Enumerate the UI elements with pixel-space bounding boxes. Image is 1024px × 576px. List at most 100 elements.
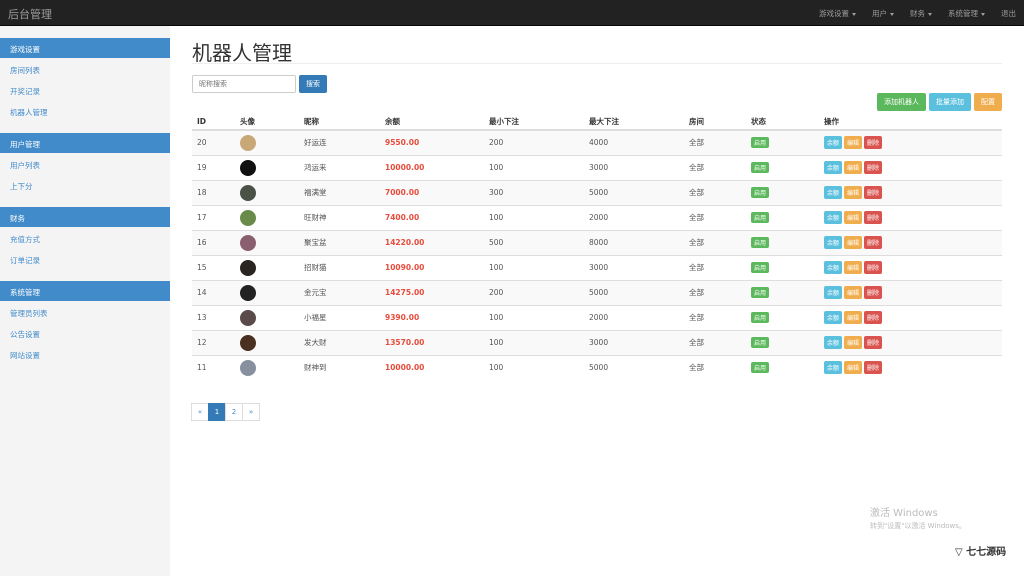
cell-id: 12 <box>192 329 235 355</box>
edit-button[interactable]: 编辑 <box>844 361 863 375</box>
nav-finance[interactable]: 财务 <box>910 8 932 19</box>
sidebar-section-header[interactable]: 用户管理 <box>0 133 170 153</box>
cell-min-bet: 200 <box>484 129 584 155</box>
cell-avatar <box>235 329 299 355</box>
edit-button[interactable]: 编辑 <box>844 261 863 274</box>
sidebar-item[interactable]: 开奖记录 <box>10 87 40 96</box>
delete-button[interactable]: 删除 <box>864 236 883 249</box>
sidebar-item[interactable]: 公告设置 <box>10 330 40 339</box>
nickname-search-input[interactable] <box>192 75 296 93</box>
cell-actions: 余额 编辑 删除 <box>819 304 1002 330</box>
cell-room: 全部 <box>684 304 746 330</box>
sidebar-item[interactable]: 网站设置 <box>10 351 40 360</box>
delete-button[interactable]: 删除 <box>864 161 883 174</box>
delete-button[interactable]: 删除 <box>864 361 883 375</box>
sidebar-item[interactable]: 上下分 <box>10 182 33 191</box>
balance-button[interactable]: 余额 <box>824 286 843 299</box>
pagination-page-1[interactable]: 1 <box>208 403 226 421</box>
sidebar-section-header[interactable]: 系统管理 <box>0 281 170 301</box>
cell-nickname: 小福星 <box>299 304 380 330</box>
balance-button[interactable]: 余额 <box>824 311 843 324</box>
cell-room: 全部 <box>684 154 746 180</box>
avatar <box>240 159 256 176</box>
status-badge: 启用 <box>751 162 770 173</box>
sidebar-item[interactable]: 管理员列表 <box>10 309 48 318</box>
pagination-page-2[interactable]: 2 <box>225 403 243 421</box>
cell-actions: 余额 编辑 删除 <box>819 154 1002 180</box>
sidebar-section: 系统管理管理员列表公告设置网站设置 <box>0 281 170 364</box>
edit-button[interactable]: 编辑 <box>844 136 863 150</box>
delete-button[interactable]: 删除 <box>864 311 883 324</box>
pagination-prev[interactable]: « <box>191 403 209 421</box>
config-button[interactable]: 配置 <box>974 93 1002 111</box>
cell-room: 全部 <box>684 354 746 380</box>
cell-max-bet: 3000 <box>584 254 684 280</box>
avatar <box>240 284 256 301</box>
sidebar-item[interactable]: 充值方式 <box>10 235 40 244</box>
cell-balance: 13570.00 <box>380 329 484 355</box>
sidebar-section-header[interactable]: 财务 <box>0 207 170 227</box>
balance-button[interactable]: 余额 <box>824 361 843 375</box>
cell-nickname: 发大财 <box>299 329 380 355</box>
cell-avatar <box>235 154 299 180</box>
column-header: 昵称 <box>299 113 380 131</box>
cell-balance: 10000.00 <box>380 154 484 180</box>
sidebar-item[interactable]: 机器人管理 <box>10 108 48 117</box>
cell-room: 全部 <box>684 204 746 230</box>
cell-room: 全部 <box>684 229 746 255</box>
edit-button[interactable]: 编辑 <box>844 211 863 224</box>
sidebar-item[interactable]: 用户列表 <box>10 161 40 170</box>
edit-button[interactable]: 编辑 <box>844 186 863 199</box>
status-badge: 启用 <box>751 137 770 149</box>
balance-button[interactable]: 余额 <box>824 211 843 224</box>
add-robot-button[interactable]: 添加机器人 <box>877 93 926 111</box>
table-row: 20 好运连 9550.00 200 4000 全部 启用 余额 编辑 删除 <box>192 129 1002 155</box>
sidebar-item[interactable]: 订单记录 <box>10 256 40 265</box>
nav-game-settings[interactable]: 游戏设置 <box>819 8 856 19</box>
cell-nickname: 旺财神 <box>299 204 380 230</box>
edit-button[interactable]: 编辑 <box>844 286 863 299</box>
divider <box>192 63 1002 64</box>
column-header: 房间 <box>684 113 746 131</box>
balance-button[interactable]: 余额 <box>824 186 843 199</box>
nav-logout[interactable]: 退出 <box>1001 9 1016 18</box>
cell-avatar <box>235 279 299 305</box>
edit-button[interactable]: 编辑 <box>844 336 863 349</box>
balance-button[interactable]: 余额 <box>824 236 843 249</box>
delete-button[interactable]: 删除 <box>864 286 883 299</box>
sidebar-item[interactable]: 房间列表 <box>10 66 40 75</box>
cell-avatar <box>235 229 299 255</box>
cell-min-bet: 300 <box>484 179 584 205</box>
delete-button[interactable]: 删除 <box>864 211 883 224</box>
brand[interactable]: 后台管理 <box>8 8 52 21</box>
delete-button[interactable]: 删除 <box>864 186 883 199</box>
cell-max-bet: 5000 <box>584 279 684 305</box>
nav-system[interactable]: 系统管理 <box>948 8 985 19</box>
balance-button[interactable]: 余额 <box>824 261 843 274</box>
cell-status: 启用 <box>746 154 819 180</box>
cell-min-bet: 100 <box>484 304 584 330</box>
avatar <box>240 334 256 351</box>
cell-max-bet: 8000 <box>584 229 684 255</box>
sidebar-section: 财务充值方式订单记录 <box>0 207 170 269</box>
balance-button[interactable]: 余额 <box>824 136 843 150</box>
cell-actions: 余额 编辑 删除 <box>819 129 1002 155</box>
delete-button[interactable]: 删除 <box>864 336 883 349</box>
edit-button[interactable]: 编辑 <box>844 161 863 174</box>
cell-status: 启用 <box>746 179 819 205</box>
edit-button[interactable]: 编辑 <box>844 236 863 249</box>
cell-id: 16 <box>192 229 235 255</box>
main-content: 机器人管理 搜索 添加机器人 批量添加 配置 ID头像昵称余额最小下注最大下注房… <box>191 26 1002 421</box>
batch-add-button[interactable]: 批量添加 <box>929 93 971 111</box>
search-button[interactable]: 搜索 <box>299 75 327 93</box>
cell-status: 启用 <box>746 279 819 305</box>
delete-button[interactable]: 删除 <box>864 136 883 150</box>
balance-button[interactable]: 余额 <box>824 161 843 174</box>
balance-button[interactable]: 余额 <box>824 336 843 349</box>
edit-button[interactable]: 编辑 <box>844 311 863 324</box>
cell-balance: 14220.00 <box>380 229 484 255</box>
nav-users[interactable]: 用户 <box>872 8 894 19</box>
sidebar-section-header[interactable]: 游戏设置 <box>0 38 170 58</box>
pagination-next[interactable]: » <box>242 403 260 421</box>
delete-button[interactable]: 删除 <box>864 261 883 274</box>
